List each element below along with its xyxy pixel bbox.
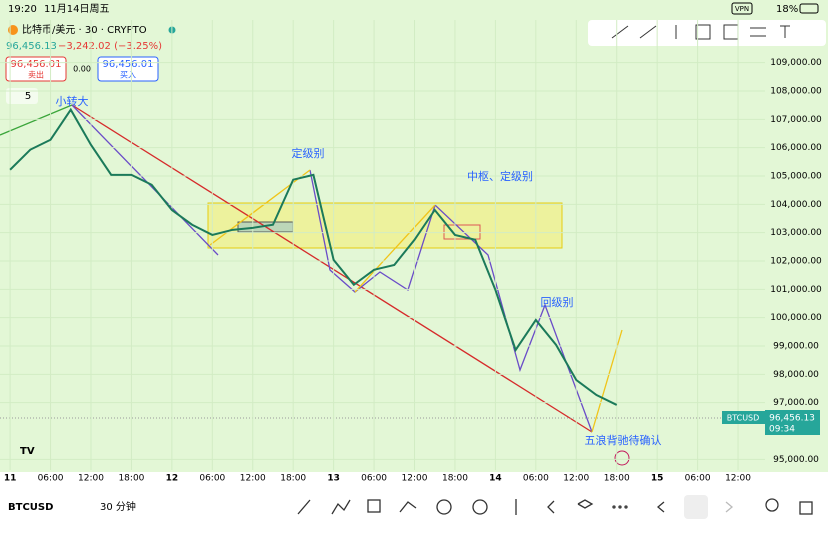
- tool-icon[interactable]: [436, 499, 452, 515]
- tool-icon[interactable]: [695, 24, 711, 40]
- stroke-line: [71, 104, 219, 256]
- x-tick-label: 12: [166, 474, 179, 484]
- clock: 19:20: [8, 4, 37, 15]
- price-tag-value: 96,456.13: [769, 414, 815, 424]
- trend-line: [0, 104, 73, 136]
- sell-label: 卖出: [28, 70, 44, 80]
- range-box: [443, 224, 481, 240]
- tool-icon[interactable]: [297, 499, 311, 515]
- price-tag: [765, 410, 820, 435]
- sell-price: 96,456.01: [11, 59, 62, 70]
- trend-line: [71, 104, 593, 433]
- spread: 0.00: [73, 65, 91, 74]
- x-tick-label: 12:00: [78, 474, 104, 484]
- y-tick-label: 98,000.00: [773, 370, 819, 380]
- tool-icon[interactable]: [547, 500, 555, 514]
- change: −3,242.02 (−3.25%): [58, 41, 162, 52]
- tool-icon[interactable]: [472, 499, 488, 515]
- price-tag-countdown: 09:34: [769, 425, 795, 435]
- drawing-toolbar: [588, 20, 826, 46]
- buy-label: 买入: [120, 71, 136, 80]
- x-tick-label: 18:00: [280, 474, 306, 484]
- y-tick-label: 107,000.00: [770, 115, 822, 125]
- battery-icon: [799, 3, 819, 14]
- x-tick-label: 06:00: [361, 474, 387, 484]
- x-tick-label: 14: [489, 474, 502, 484]
- y-tick-label: 108,000.00: [770, 87, 822, 97]
- tool-icon[interactable]: [624, 505, 628, 509]
- y-tick-label: 102,000.00: [770, 257, 822, 267]
- y-tick-label: 99,000.00: [773, 342, 819, 352]
- annotation: 五浪背驰待确认: [585, 433, 662, 447]
- x-tick-label: 12:00: [240, 474, 266, 484]
- x-tick-label: 12:00: [725, 474, 751, 484]
- y-tick-label: 95,000.00: [773, 455, 819, 465]
- symbol-tag-label: BTCUSD: [727, 414, 760, 423]
- y-tick-label: 97,000.00: [773, 398, 819, 408]
- y-tick-label: 103,000.00: [770, 228, 822, 238]
- x-tick-label: 06:00: [685, 474, 711, 484]
- x-tick-label: 13: [327, 474, 340, 484]
- battery: 18%: [776, 4, 798, 15]
- vpn: VPN: [735, 5, 749, 13]
- segment-line: [354, 204, 436, 293]
- y-tick-label: 109,000.00: [770, 58, 822, 68]
- y-tick-label: 100,000.00: [770, 313, 822, 323]
- tool-icon[interactable]: [577, 499, 594, 509]
- x-tick-label: 18:00: [118, 474, 144, 484]
- annotation: 定级别: [292, 146, 325, 160]
- logo: TV: [20, 446, 35, 457]
- x-tick-label: 06:00: [38, 474, 64, 484]
- tool-icon[interactable]: [612, 505, 616, 509]
- tool-icon[interactable]: [618, 505, 622, 509]
- x-tick-label: 18:00: [604, 474, 630, 484]
- tool-icon[interactable]: [399, 501, 417, 513]
- price-line: [9, 107, 618, 406]
- symbol-tag: [722, 411, 765, 424]
- date: 11月14日周五: [44, 3, 109, 15]
- annotation: 回级别: [541, 296, 574, 309]
- x-tick-label: 06:00: [199, 474, 225, 484]
- annotation: 小转大: [56, 94, 89, 108]
- x-tick-label: 12:00: [563, 474, 589, 484]
- annotation: 中枢、定级别: [467, 169, 533, 183]
- tool-icon[interactable]: [367, 499, 381, 513]
- x-tick-label: 15: [651, 474, 664, 484]
- alert-icon[interactable]: [614, 450, 630, 466]
- bottom-symbol: BTCUSD: [8, 502, 53, 513]
- symbol-line: 比特币/美元 · 30 · CRYPTO: [22, 23, 147, 36]
- bottom-tools: [297, 495, 813, 519]
- x-tick-label: 12:00: [402, 474, 428, 484]
- indicator-count: 5: [25, 91, 31, 102]
- tool-icon[interactable]: [684, 495, 708, 519]
- tool-icon[interactable]: [765, 498, 779, 512]
- x-tick-label: 11: [4, 474, 17, 484]
- y-tick-label: 106,000.00: [770, 143, 822, 153]
- tool-icon[interactable]: [611, 25, 629, 39]
- y-tick-label: 105,000.00: [770, 172, 822, 182]
- tool-icon[interactable]: [725, 501, 734, 513]
- vpn-badge: [731, 2, 753, 15]
- x-tick-label: 06:00: [523, 474, 549, 484]
- price: 96,456.13: [6, 41, 57, 52]
- y-tick-label: 104,000.00: [770, 200, 822, 210]
- tool-icon[interactable]: [799, 501, 813, 515]
- bottom-interval: 30 分钟: [100, 500, 136, 513]
- drawing-tools: [611, 24, 790, 40]
- tool-icon[interactable]: [331, 499, 351, 515]
- tool-icon[interactable]: [656, 501, 665, 513]
- stroke-line: [309, 169, 593, 433]
- coin-icon: [8, 25, 18, 35]
- y-tick-label: 101,000.00: [770, 285, 822, 295]
- tool-icon[interactable]: [639, 25, 657, 39]
- indicator-toggle[interactable]: [6, 88, 38, 104]
- x-tick-label: 18:00: [442, 474, 468, 484]
- buy-price: 96,456.01: [103, 59, 154, 70]
